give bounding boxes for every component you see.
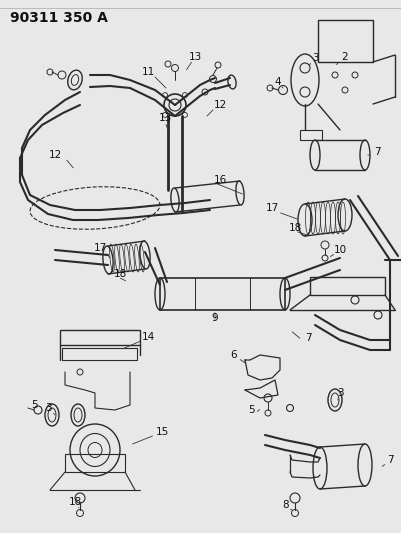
Text: 18: 18 <box>288 223 301 233</box>
Text: 10: 10 <box>332 245 346 255</box>
Text: 18: 18 <box>113 269 126 279</box>
Text: 2: 2 <box>341 52 347 62</box>
Text: 18: 18 <box>68 497 81 507</box>
Bar <box>60 330 140 345</box>
Bar <box>65 454 125 472</box>
Text: 9: 9 <box>211 313 218 323</box>
Text: 12: 12 <box>213 100 226 110</box>
Text: 17: 17 <box>93 243 106 253</box>
Text: 8: 8 <box>282 500 289 510</box>
Text: 5: 5 <box>248 405 255 415</box>
Text: 4: 4 <box>274 77 281 87</box>
Bar <box>160 278 284 310</box>
Text: 16: 16 <box>213 175 226 185</box>
Text: 15: 15 <box>155 427 168 437</box>
Text: 5: 5 <box>32 400 38 410</box>
Text: 7: 7 <box>373 147 379 157</box>
Text: 3: 3 <box>45 403 51 413</box>
Bar <box>309 277 384 295</box>
Text: 7: 7 <box>386 455 392 465</box>
Text: 13: 13 <box>158 113 171 123</box>
Text: 14: 14 <box>141 332 154 342</box>
Text: 90311 350 A: 90311 350 A <box>10 11 107 25</box>
Text: 12: 12 <box>48 150 61 160</box>
Bar <box>299 130 321 140</box>
Text: 3: 3 <box>336 388 342 398</box>
Text: 11: 11 <box>141 67 154 77</box>
Text: 13: 13 <box>188 52 201 62</box>
Bar <box>62 348 137 360</box>
Text: 6: 6 <box>230 350 237 360</box>
Text: 3: 3 <box>311 53 318 63</box>
Text: 17: 17 <box>265 203 278 213</box>
Bar <box>317 20 372 62</box>
Text: 7: 7 <box>304 333 310 343</box>
